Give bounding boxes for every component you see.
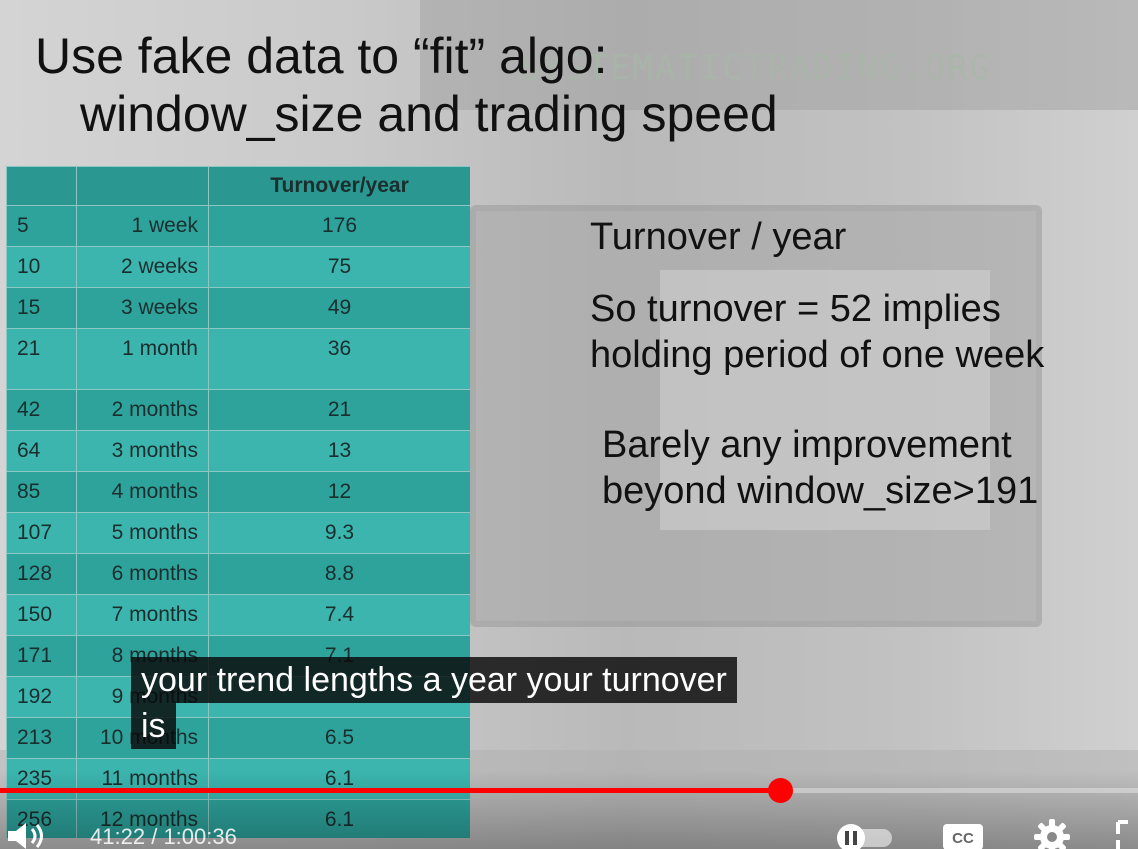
cc-label: CC (952, 830, 974, 847)
cc-icon[interactable]: CC (942, 822, 984, 849)
cell-period: 4 months (76, 471, 209, 513)
slide-title-line-1: Use fake data to “fit” algo: (35, 28, 608, 84)
cell-window: 85 (6, 471, 77, 513)
cell-window: 213 (6, 717, 77, 759)
header-turnover: Turnover/year (208, 166, 470, 206)
cell-window: 171 (6, 635, 77, 677)
cell-period: 6 months (76, 553, 209, 595)
time-separator: / (151, 824, 158, 849)
note-turnover-per-year: Turnover / year (590, 216, 847, 258)
cell-window: 21 (6, 328, 77, 390)
caption-line-1: your trend lengths a year your turnover (131, 657, 737, 703)
table-row: 25612 months6.1 (6, 799, 470, 838)
time-display: 41:22 / 1:00:36 (90, 824, 237, 849)
table-row: 15 3 weeks 49 (6, 287, 470, 329)
caption-line-2: is (131, 703, 176, 749)
background-screen-glare (660, 270, 990, 530)
cell-turnover: 21 (208, 389, 470, 431)
table-row: 107 5 months 9.3 (6, 512, 470, 554)
cell-period: 3 weeks (76, 287, 209, 329)
fullscreen-icon[interactable] (1116, 820, 1138, 849)
watermark: SYSTEMATICTRADING.ORG (520, 48, 992, 88)
cell-window: 192 (6, 676, 77, 718)
cell-turnover: 6.1 (208, 799, 470, 838)
progress-played (0, 788, 780, 793)
caption-box: your trend lengths a year your turnover … (131, 657, 737, 749)
progress-bar[interactable] (0, 778, 1138, 803)
slide-title-line-2: window_size and trading speed (80, 86, 778, 142)
cell-window: 15 (6, 287, 77, 329)
table-row: 42 2 months 21 (6, 389, 470, 431)
cell-turnover: 6.5 (208, 717, 470, 759)
cell-window: 128 (6, 553, 77, 595)
table-row: 64 3 months 13 (6, 430, 470, 472)
volume-icon[interactable] (6, 820, 52, 849)
cell-window: 107 (6, 512, 77, 554)
table-header-row: Turnover/year (6, 166, 470, 206)
table-row: 128 6 months 8.8 (6, 553, 470, 595)
cell-turnover: 75 (208, 246, 470, 288)
table-row: 85 4 months 12 (6, 471, 470, 513)
gear-icon[interactable] (1033, 818, 1071, 849)
slide-title: Use fake data to “fit” algo: window_size… (35, 27, 778, 143)
cell-period: 2 months (76, 389, 209, 431)
cell-window: 42 (6, 389, 77, 431)
cell-window: 150 (6, 594, 77, 636)
header-window (6, 166, 77, 206)
cell-turnover: 7.4 (208, 594, 470, 636)
current-time: 41:22 (90, 824, 146, 849)
cell-turnover: 13 (208, 430, 470, 472)
cell-period: 3 months (76, 430, 209, 472)
table-row: 150 7 months 7.4 (6, 594, 470, 636)
cell-turnover: 36 (208, 328, 470, 390)
cell-turnover: 12 (208, 471, 470, 513)
cell-period: 12 months (76, 799, 209, 838)
cell-window: 64 (6, 430, 77, 472)
table-row: 10 2 weeks 75 (6, 246, 470, 288)
cell-period: 5 months (76, 512, 209, 554)
cell-period: 1 month (76, 328, 209, 390)
pause-icon[interactable] (834, 823, 896, 849)
slide-notes: Turnover / year So turnover = 52 implies… (590, 214, 1110, 558)
note-improvement: Barely any improvement beyond window_siz… (602, 424, 1039, 512)
duration: 1:00:36 (163, 824, 237, 849)
header-period (76, 166, 209, 206)
table-row: 21 1 month 36 (6, 328, 470, 390)
cell-window: 5 (6, 205, 77, 247)
note-holding-period: So turnover = 52 implies holding period … (590, 288, 1045, 376)
progress-scrubber[interactable] (767, 778, 793, 803)
cell-turnover: 49 (208, 287, 470, 329)
cell-window: 10 (6, 246, 77, 288)
cell-period: 7 months (76, 594, 209, 636)
background-monitor (420, 0, 1138, 110)
cell-turnover: 9.3 (208, 512, 470, 554)
cell-turnover: 8.8 (208, 553, 470, 595)
cell-period: 2 weeks (76, 246, 209, 288)
cell-turnover: 176 (208, 205, 470, 247)
cell-period: 1 week (76, 205, 209, 247)
